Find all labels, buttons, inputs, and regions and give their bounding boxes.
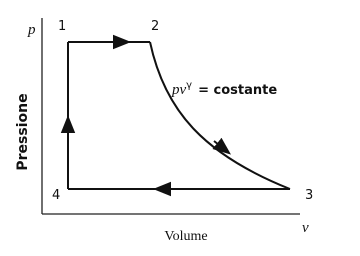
node-label: 2 (151, 19, 159, 34)
node-label: 1 (58, 19, 66, 34)
y-label: Pressione (15, 93, 31, 170)
annotation: pvγ = costante (171, 80, 277, 98)
x-label: Volume (164, 229, 207, 244)
annotation-text: = costante (198, 83, 277, 98)
arrow (212, 137, 232, 155)
process-2-3 (149, 41, 291, 190)
y-symbol: p (27, 22, 36, 38)
x-symbol: v (302, 220, 309, 236)
annotation-base: pv (171, 82, 187, 98)
node-label: 4 (52, 188, 60, 203)
annotation-exponent: γ (186, 80, 192, 91)
node-label: 3 (305, 188, 313, 203)
